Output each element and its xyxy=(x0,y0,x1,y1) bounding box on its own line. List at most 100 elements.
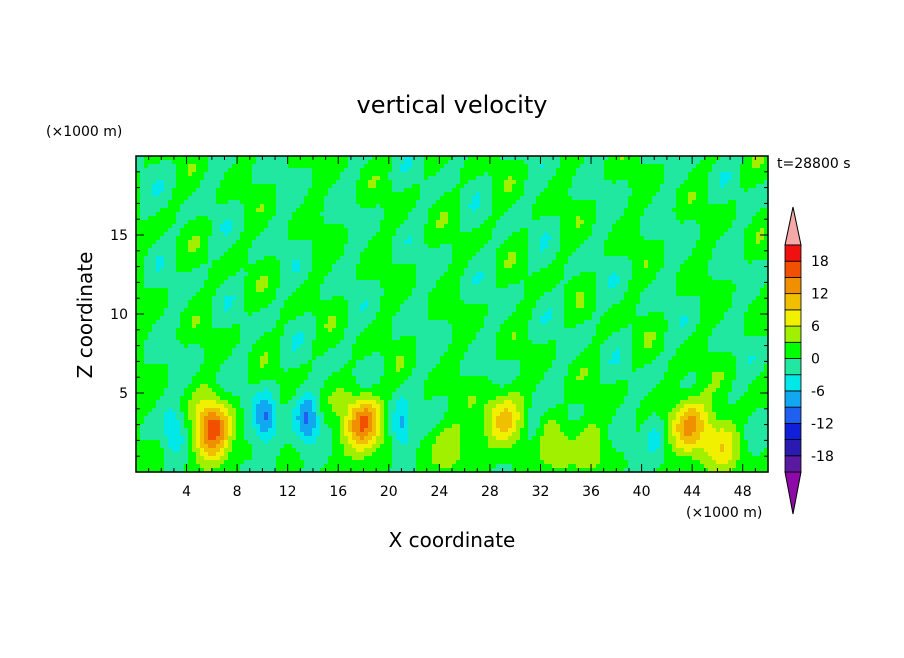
field-cell xyxy=(604,260,609,265)
field-cell xyxy=(204,268,209,273)
field-cell xyxy=(408,196,413,201)
field-cell xyxy=(140,256,145,261)
field-cell xyxy=(496,244,501,249)
field-cell xyxy=(436,224,441,229)
field-cell xyxy=(496,196,501,201)
field-cell xyxy=(356,192,361,197)
field-cell xyxy=(148,212,153,217)
field-cell xyxy=(412,264,417,269)
field-cell xyxy=(196,172,201,177)
field-cell xyxy=(476,192,481,197)
field-cell xyxy=(504,160,509,165)
field-cell xyxy=(660,244,665,249)
field-cell xyxy=(348,272,353,277)
field-cell xyxy=(428,268,433,273)
field-cell xyxy=(384,256,389,261)
field-cell xyxy=(548,200,553,205)
field-cell xyxy=(456,208,461,213)
field-cell xyxy=(208,248,213,253)
field-cell xyxy=(184,272,189,277)
field-cell xyxy=(164,272,169,277)
field-cell xyxy=(516,248,521,253)
field-cell xyxy=(152,228,157,233)
field-cell xyxy=(400,184,405,189)
field-cell xyxy=(616,264,621,269)
field-cell xyxy=(148,244,153,249)
field-cell xyxy=(600,224,605,229)
field-cell xyxy=(440,216,445,221)
field-cell xyxy=(424,236,429,241)
field-cell xyxy=(348,208,353,213)
field-cell xyxy=(556,216,561,221)
field-cell xyxy=(428,192,433,197)
field-cell xyxy=(564,200,569,205)
field-cell xyxy=(512,224,517,229)
field-cell xyxy=(176,200,181,205)
field-cell xyxy=(392,168,397,173)
field-cell xyxy=(168,172,173,177)
field-cell xyxy=(716,236,721,241)
field-cell xyxy=(740,220,745,225)
field-cell xyxy=(284,272,289,277)
field-cell xyxy=(472,208,477,213)
field-cell xyxy=(380,180,385,185)
field-cell xyxy=(424,240,429,245)
field-cell xyxy=(536,268,541,273)
field-cell xyxy=(300,276,305,281)
field-cell xyxy=(488,196,493,201)
field-cell xyxy=(760,232,765,237)
field-cell xyxy=(216,156,221,161)
field-cell xyxy=(360,196,365,201)
field-cell xyxy=(444,268,449,273)
field-cell xyxy=(200,252,205,257)
field-cell xyxy=(680,180,685,185)
field-cell xyxy=(268,248,273,253)
field-cell xyxy=(144,244,149,249)
field-cell xyxy=(688,264,693,269)
field-cell xyxy=(212,232,217,237)
field-cell xyxy=(592,252,597,257)
field-cell xyxy=(224,232,229,237)
field-cell xyxy=(628,188,633,193)
field-cell xyxy=(512,156,517,161)
field-cell xyxy=(744,268,749,273)
field-cell xyxy=(524,188,529,193)
field-cell xyxy=(420,248,425,253)
field-cell xyxy=(224,248,229,253)
field-cell xyxy=(172,188,177,193)
field-cell xyxy=(564,252,569,257)
field-cell xyxy=(676,164,681,169)
field-cell xyxy=(340,224,345,229)
field-cell xyxy=(552,204,557,209)
field-cell xyxy=(560,264,565,269)
field-cell xyxy=(264,168,269,173)
field-cell xyxy=(220,264,225,269)
field-cell xyxy=(220,164,225,169)
field-cell xyxy=(716,188,721,193)
field-cell xyxy=(532,224,537,229)
field-cell xyxy=(508,192,513,197)
field-cell xyxy=(640,192,645,197)
field-cell xyxy=(700,204,705,209)
field-cell xyxy=(624,168,629,173)
field-cell xyxy=(528,164,533,169)
field-cell xyxy=(400,220,405,225)
field-cell xyxy=(624,172,629,177)
field-cell xyxy=(476,200,481,205)
field-cell xyxy=(660,212,665,217)
field-cell xyxy=(208,260,213,265)
field-cell xyxy=(460,248,465,253)
field-cell xyxy=(756,264,761,269)
field-cell xyxy=(424,244,429,249)
field-cell xyxy=(572,264,577,269)
field-cell xyxy=(408,240,413,245)
field-cell xyxy=(280,156,285,161)
field-cell xyxy=(240,200,245,205)
field-cell xyxy=(428,212,433,217)
field-cell xyxy=(708,220,713,225)
field-cell xyxy=(512,204,517,209)
field-cell xyxy=(520,216,525,221)
field-cell xyxy=(340,256,345,261)
field-cell xyxy=(164,244,169,249)
field-cell xyxy=(212,268,217,273)
